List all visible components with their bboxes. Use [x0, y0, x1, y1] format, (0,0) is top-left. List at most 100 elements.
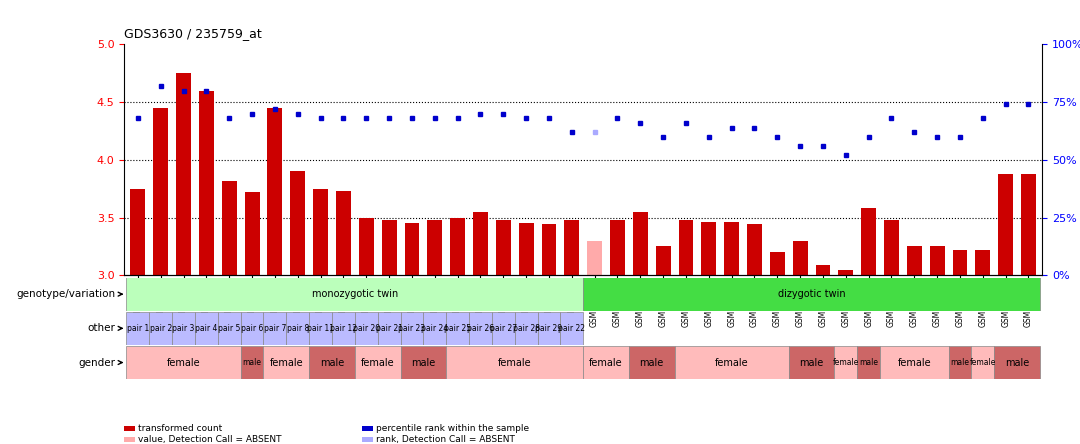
Bar: [221, 181, 237, 275]
Bar: [355, 312, 378, 345]
Text: pair 22: pair 22: [558, 324, 585, 333]
Text: male: male: [639, 357, 664, 368]
Bar: [541, 225, 556, 275]
Bar: [610, 220, 625, 275]
Bar: [264, 312, 286, 345]
Bar: [515, 312, 538, 345]
Text: male: male: [799, 357, 824, 368]
Text: pair 1: pair 1: [126, 324, 149, 333]
Bar: [770, 252, 785, 275]
Bar: [747, 225, 761, 275]
Text: female: female: [166, 357, 201, 368]
Bar: [241, 346, 264, 379]
Bar: [815, 265, 831, 275]
Bar: [491, 312, 515, 345]
Bar: [858, 346, 880, 379]
Bar: [835, 346, 858, 379]
Text: pair 23: pair 23: [399, 324, 426, 333]
Bar: [930, 246, 945, 275]
Bar: [861, 208, 876, 275]
Text: female: female: [970, 358, 996, 367]
Bar: [176, 73, 191, 275]
Text: pair 21: pair 21: [376, 324, 403, 333]
Bar: [678, 220, 693, 275]
Text: pair 24: pair 24: [421, 324, 448, 333]
Bar: [241, 312, 264, 345]
Text: pair 27: pair 27: [489, 324, 517, 333]
Text: pair 26: pair 26: [467, 324, 494, 333]
Bar: [656, 246, 671, 275]
Text: pair 8: pair 8: [286, 324, 309, 333]
Text: pair 29: pair 29: [536, 324, 563, 333]
Text: pair 2: pair 2: [150, 324, 172, 333]
Bar: [378, 312, 401, 345]
Bar: [948, 346, 971, 379]
Text: male: male: [860, 358, 878, 367]
Bar: [245, 192, 259, 275]
Text: female: female: [270, 357, 303, 368]
Bar: [496, 220, 511, 275]
Text: pair 3: pair 3: [173, 324, 194, 333]
Bar: [149, 312, 172, 345]
Bar: [355, 346, 401, 379]
Text: female: female: [897, 357, 931, 368]
Bar: [446, 312, 469, 345]
Text: female: female: [590, 357, 623, 368]
Text: rank, Detection Call = ABSENT: rank, Detection Call = ABSENT: [376, 435, 515, 444]
Bar: [1021, 174, 1036, 275]
Bar: [998, 174, 1013, 275]
Bar: [450, 218, 465, 275]
Text: male: male: [1005, 357, 1029, 368]
Bar: [725, 222, 739, 275]
Bar: [405, 223, 419, 275]
Text: pair 11: pair 11: [307, 324, 334, 333]
Bar: [907, 246, 921, 275]
Bar: [336, 191, 351, 275]
Bar: [633, 212, 648, 275]
Bar: [885, 220, 899, 275]
Bar: [126, 278, 583, 311]
Bar: [131, 189, 146, 275]
Bar: [309, 312, 332, 345]
Bar: [565, 220, 579, 275]
Bar: [538, 312, 561, 345]
Text: other: other: [87, 323, 116, 333]
Text: GDS3630 / 235759_at: GDS3630 / 235759_at: [124, 27, 262, 40]
Bar: [561, 312, 583, 345]
Bar: [583, 346, 629, 379]
Text: male: male: [320, 357, 345, 368]
Bar: [675, 346, 788, 379]
Bar: [793, 241, 808, 275]
Bar: [313, 189, 328, 275]
Bar: [218, 312, 241, 345]
Text: female: female: [498, 357, 531, 368]
Text: pair 20: pair 20: [353, 324, 380, 333]
Bar: [126, 346, 241, 379]
Bar: [381, 220, 396, 275]
Text: female: female: [361, 357, 394, 368]
Bar: [583, 278, 1040, 311]
Bar: [428, 220, 442, 275]
Text: pair 12: pair 12: [329, 324, 356, 333]
Bar: [971, 346, 995, 379]
Bar: [264, 346, 309, 379]
Bar: [286, 312, 309, 345]
Bar: [401, 346, 446, 379]
Bar: [518, 223, 534, 275]
Bar: [473, 212, 488, 275]
Bar: [469, 312, 491, 345]
Bar: [268, 108, 282, 275]
Bar: [788, 346, 835, 379]
Bar: [291, 171, 306, 275]
Bar: [629, 346, 675, 379]
Bar: [953, 250, 968, 275]
Bar: [701, 222, 716, 275]
Text: pair 6: pair 6: [241, 324, 264, 333]
Bar: [309, 346, 355, 379]
Bar: [838, 270, 853, 275]
Text: genotype/variation: genotype/variation: [16, 289, 116, 299]
Text: gender: gender: [79, 357, 116, 368]
Bar: [975, 250, 990, 275]
Text: percentile rank within the sample: percentile rank within the sample: [376, 424, 529, 433]
Bar: [446, 346, 583, 379]
